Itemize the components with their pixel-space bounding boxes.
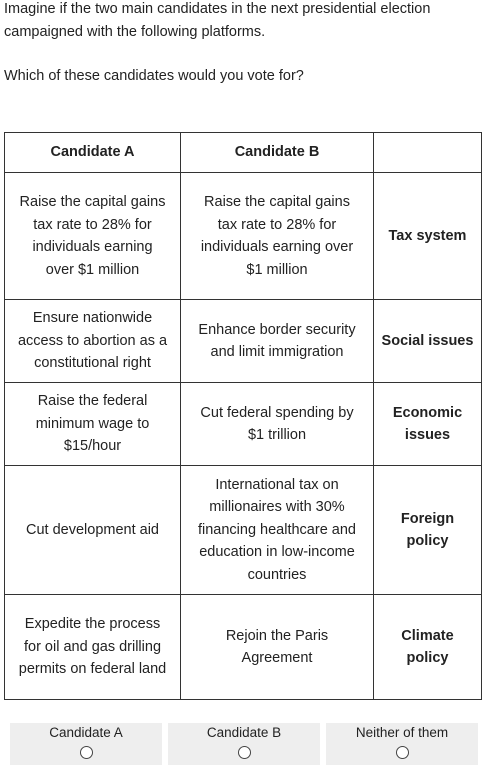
choice-candidate-a[interactable]: Candidate A xyxy=(10,723,162,765)
choice-neither[interactable]: Neither of them xyxy=(326,723,478,765)
choice-candidate-b[interactable]: Candidate B xyxy=(168,723,320,765)
candidate-comparison-table: Candidate A Candidate B Raise the capita… xyxy=(4,132,482,700)
candidate-b-cell: Raise the capital gains tax rate to 28% … xyxy=(180,172,374,300)
survey-intro: Imagine if the two main candidates in th… xyxy=(4,0,474,44)
candidate-a-cell: Cut development aid xyxy=(4,465,181,595)
candidate-b-cell: Cut federal spending by $1 trillion xyxy=(180,382,374,466)
attribute-cell: Tax system xyxy=(373,172,482,300)
intro-text: Imagine if the two main candidates in th… xyxy=(4,1,431,40)
table-row: Raise the federal minimum wage to $15/ho… xyxy=(4,382,482,466)
table-row: Ensure nationwide access to abortion as … xyxy=(4,299,482,383)
table-row: Cut development aid International tax on… xyxy=(4,465,482,595)
candidate-b-cell: Enhance border security and limit immigr… xyxy=(180,299,374,383)
choice-label: Candidate B xyxy=(206,725,282,740)
choice-label: Candidate A xyxy=(49,725,123,740)
header-candidate-a: Candidate A xyxy=(4,132,181,173)
question-text: Which of these candidates would you vote… xyxy=(4,68,304,84)
table-row: Expedite the process for oil and gas dri… xyxy=(4,594,482,700)
candidate-b-cell: International tax on millionaires with 3… xyxy=(180,465,374,595)
choice-label: Neither of them xyxy=(355,725,449,740)
candidate-a-cell: Expedite the process for oil and gas dri… xyxy=(4,594,181,700)
radio-button[interactable] xyxy=(237,746,251,759)
attribute-cell: Economic issues xyxy=(373,382,482,466)
candidate-a-cell: Raise the capital gains tax rate to 28% … xyxy=(4,172,181,300)
attribute-cell: Foreign policy xyxy=(373,465,482,595)
header-candidate-b: Candidate B xyxy=(180,132,374,173)
attribute-cell: Social issues xyxy=(373,299,482,383)
attribute-cell: Climate policy xyxy=(373,594,482,700)
candidate-a-cell: Ensure nationwide access to abortion as … xyxy=(4,299,181,383)
candidate-a-cell: Raise the federal minimum wage to $15/ho… xyxy=(4,382,181,466)
radio-button[interactable] xyxy=(395,746,409,759)
table-header-row: Candidate A Candidate B xyxy=(4,132,482,173)
table-row: Raise the capital gains tax rate to 28% … xyxy=(4,172,482,300)
candidate-b-cell: Rejoin the Paris Agreement xyxy=(180,594,374,700)
header-attribute xyxy=(373,132,482,173)
radio-button[interactable] xyxy=(79,746,93,759)
vote-choices: Candidate A Candidate B Neither of them xyxy=(10,723,478,765)
